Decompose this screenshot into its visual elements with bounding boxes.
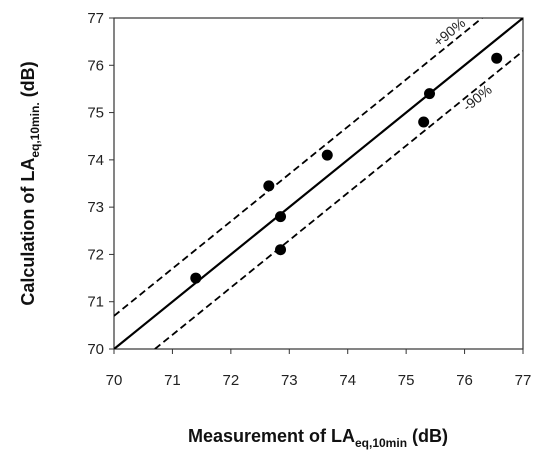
- y-tick-label: 76: [87, 57, 104, 74]
- data-point: [263, 180, 275, 192]
- y-axis-label: Calculation of LAeq,10min. (dB): [18, 61, 42, 305]
- plot-frame: [113, 17, 524, 350]
- data-point: [275, 244, 287, 256]
- x-axis-label: Measurement of LAeq,10min (dB): [188, 426, 448, 450]
- x-tick-label: 77: [515, 372, 532, 389]
- x-tick-label: 73: [281, 372, 298, 389]
- data-point: [190, 272, 202, 284]
- lower-bound-label: -90%: [459, 81, 494, 114]
- data-point: [491, 52, 503, 64]
- x-tick-label: 75: [398, 372, 415, 389]
- y-tick-label: 71: [87, 294, 104, 311]
- x-tick-label: 74: [339, 372, 356, 389]
- x-tick-label: 76: [456, 372, 473, 389]
- data-point: [424, 88, 436, 100]
- upper-bound-line: [114, 18, 483, 317]
- data-point: [418, 116, 430, 128]
- y-tick-label: 75: [87, 105, 104, 122]
- y-tick-label: 73: [87, 199, 104, 216]
- data-point: [275, 211, 287, 223]
- x-tick-label: 70: [106, 372, 123, 389]
- data-point: [321, 149, 333, 161]
- identity-line: [114, 18, 523, 349]
- y-tick-label: 70: [87, 341, 104, 358]
- y-tick-label: 72: [87, 246, 104, 263]
- lower-bound-line: [154, 50, 523, 349]
- x-tick-label: 72: [223, 372, 240, 389]
- y-tick-label: 77: [87, 10, 104, 27]
- x-tick-label: 71: [164, 372, 181, 389]
- y-tick-label: 74: [87, 152, 104, 169]
